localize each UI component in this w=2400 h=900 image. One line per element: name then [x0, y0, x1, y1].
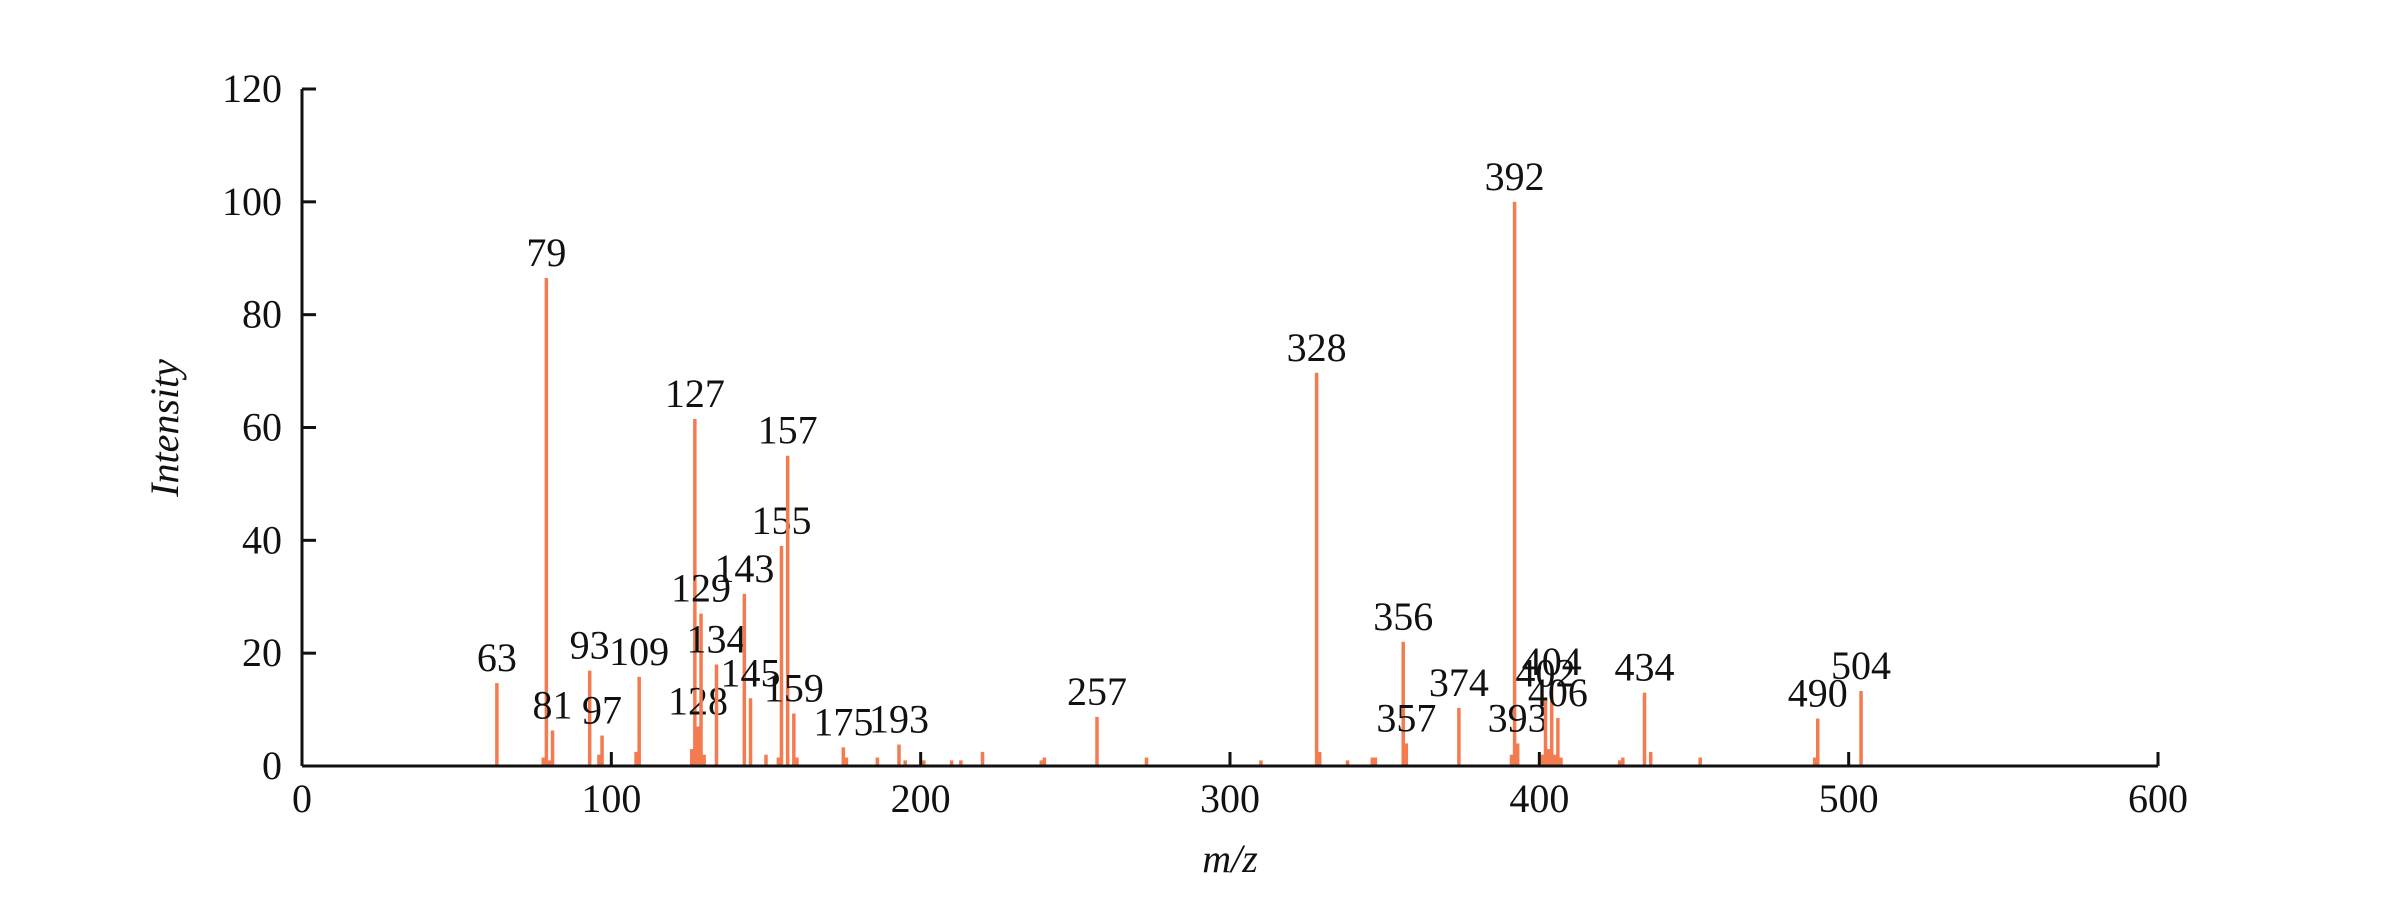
peak-label: 129: [671, 566, 731, 611]
peak-label: 81: [533, 682, 573, 727]
y-tick-label: 40: [242, 517, 282, 562]
x-tick-label: 500: [1819, 776, 1879, 821]
peak-label: 406: [1528, 670, 1588, 715]
peak-label: 392: [1485, 154, 1545, 199]
y-tick-label: 20: [242, 630, 282, 675]
peak-label: 374: [1429, 660, 1489, 705]
peak-label: 504: [1831, 643, 1891, 688]
peak-label: 157: [758, 408, 818, 453]
peak-label: 357: [1376, 695, 1436, 740]
peak-label: 109: [609, 629, 669, 674]
peak-label: 434: [1615, 645, 1675, 690]
peak-label: 356: [1373, 594, 1433, 639]
peak-label: 328: [1287, 325, 1347, 370]
peak-label: 97: [582, 688, 622, 733]
y-tick-label: 0: [262, 743, 282, 788]
y-tick-label: 60: [242, 405, 282, 450]
x-tick-label: 100: [581, 776, 641, 821]
x-tick-label: 200: [891, 776, 951, 821]
peak-label: 159: [764, 666, 824, 711]
peak-label: 193: [869, 697, 929, 742]
x-tick-label: 600: [2128, 776, 2188, 821]
peak-label: 402: [1516, 650, 1576, 695]
x-axis-label: m/z: [1202, 836, 1258, 881]
peak-label: 134: [687, 616, 747, 661]
peak-label: 128: [668, 679, 728, 724]
y-tick-label: 100: [222, 179, 282, 224]
peak-label: 63: [477, 635, 517, 680]
peak-label: 393: [1488, 695, 1548, 740]
y-tick-label: 120: [222, 66, 282, 111]
x-tick-label: 0: [292, 776, 312, 821]
x-tick-label: 300: [1200, 776, 1260, 821]
y-axis-label: Intensity: [142, 359, 187, 498]
peak-label: 79: [526, 230, 566, 275]
peak-label: 93: [570, 623, 610, 668]
peak-label: 127: [665, 371, 725, 416]
x-tick-label: 400: [1509, 776, 1569, 821]
y-tick-label: 80: [242, 292, 282, 337]
peak-label: 145: [721, 650, 781, 695]
peak-label: 143: [714, 546, 774, 591]
peak-label: 155: [751, 498, 811, 543]
peak-label: 404: [1522, 639, 1582, 684]
peak-label: 257: [1067, 669, 1127, 714]
peak-label: 490: [1788, 671, 1848, 716]
peak-label: 175: [813, 699, 873, 744]
